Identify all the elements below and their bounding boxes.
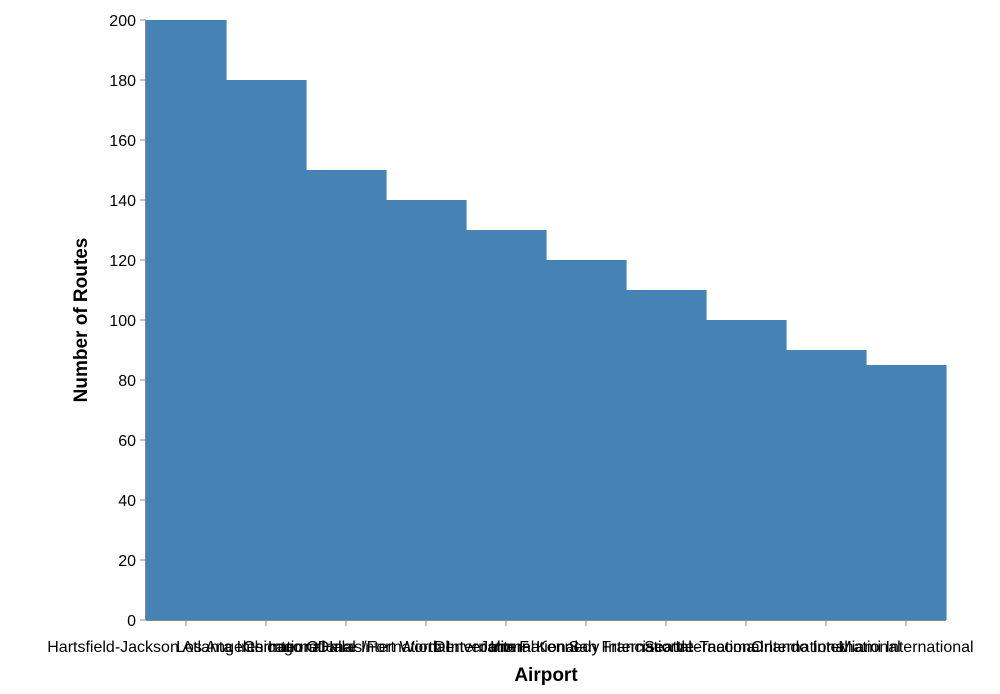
y-tick-label: 180 xyxy=(109,73,136,90)
x-axis: Hartsfield-Jackson Atlanta International… xyxy=(47,620,974,656)
y-tick-label: 80 xyxy=(118,373,136,390)
y-tick-label: 40 xyxy=(118,493,136,510)
area-step-7 xyxy=(626,290,707,620)
area-step-10 xyxy=(866,365,947,620)
x-tick-label: Dallas/Fort Worth International xyxy=(318,639,535,656)
y-tick-label: 120 xyxy=(109,253,136,270)
area-step-2 xyxy=(226,80,307,620)
y-tick-label: 0 xyxy=(127,613,136,630)
area-step-8 xyxy=(706,320,787,620)
area-step-9 xyxy=(786,350,867,620)
area-step-5 xyxy=(466,230,547,620)
y-tick-label: 160 xyxy=(109,133,136,150)
x-tick-label: Denver International xyxy=(434,639,578,656)
x-tick-label: Chicago O'Hare International xyxy=(243,639,449,656)
area-step-6 xyxy=(546,260,627,620)
area-step-3 xyxy=(306,170,387,620)
x-tick-label: Miami International xyxy=(838,639,973,656)
chart-marks xyxy=(146,20,947,620)
y-axis: 0 20 40 60 80 100 120 140 160 180 200 xyxy=(109,13,146,630)
x-tick-label: San Francisco International xyxy=(569,639,764,656)
y-tick-label: 140 xyxy=(109,193,136,210)
x-tick-label: Los Angeles International xyxy=(176,639,356,656)
x-axis-title: Airport xyxy=(514,665,578,686)
x-tick-label: John F. Kennedy International xyxy=(480,639,692,656)
area-step-4 xyxy=(386,200,467,620)
y-tick-label: 20 xyxy=(118,553,136,570)
y-tick-label: 60 xyxy=(118,433,136,450)
area-step-1 xyxy=(146,20,227,620)
y-axis-title: Number of Routes xyxy=(71,238,92,403)
x-tick-label: Orlando International xyxy=(751,639,900,656)
x-tick-label: Seattle-Tacoma International xyxy=(644,639,848,656)
y-tick-label: 200 xyxy=(109,13,136,30)
x-tick-label: Hartsfield-Jackson Atlanta International xyxy=(47,639,324,656)
y-tick-label: 100 xyxy=(109,313,136,330)
